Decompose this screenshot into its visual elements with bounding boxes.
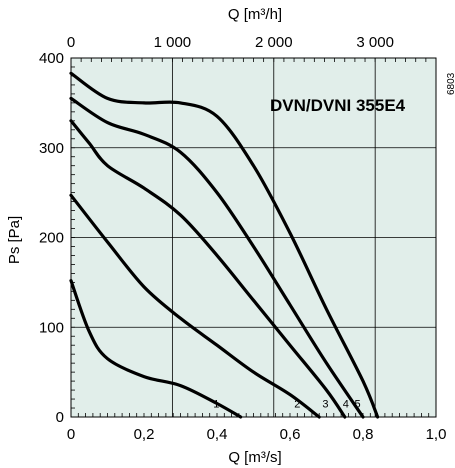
fan-curve-3 [69, 119, 347, 419]
y-tick-label: 100 [39, 319, 64, 336]
fan-curve-1 [69, 279, 243, 419]
x-tick-label: 0,4 [207, 426, 228, 443]
top-axis-title: Q [m³/h] [228, 6, 282, 23]
curve-label-1: 1 [213, 399, 219, 411]
y-tick-label: 0 [56, 409, 64, 426]
fan-curve-2 [69, 193, 321, 419]
top-tick-label: 3 000 [356, 34, 394, 51]
grid [71, 58, 436, 417]
top-tick-label: 0 [67, 34, 75, 51]
fan-curve-4 [69, 96, 365, 419]
x-tick-label: 0,8 [353, 426, 374, 443]
curve-label-4: 4 [343, 399, 349, 411]
x-tick-label: 0,2 [134, 426, 155, 443]
plot-frame [70, 57, 437, 418]
chart-title: DVN/DVNI 355E4 [270, 96, 406, 115]
y-tick-label: 300 [39, 140, 64, 157]
y-tick-label: 400 [39, 50, 64, 67]
x-tick-label: 1,0 [426, 426, 447, 443]
top-tick-label: 1 000 [154, 34, 192, 51]
curve-label-5: 5 [354, 399, 360, 411]
x-tick-label: 0 [67, 426, 75, 443]
axis-ticks: 0 0,2 0,4 0,6 0,8 1,0 0 1 000 2 000 3 000 0 100 200 3… [39, 34, 446, 443]
x-tick-label: 0,6 [280, 426, 301, 443]
side-code: 6803 [446, 72, 455, 95]
curve-label-2: 2 [294, 399, 300, 411]
top-tick-label: 2 000 [255, 34, 293, 51]
x-axis-title: Q [m³/s] [228, 449, 281, 466]
fan-curve-5 [69, 71, 380, 419]
curve-label-3: 3 [322, 399, 328, 411]
y-axis-title: Ps [Pa] [6, 216, 23, 264]
y-tick-label: 200 [39, 230, 64, 247]
